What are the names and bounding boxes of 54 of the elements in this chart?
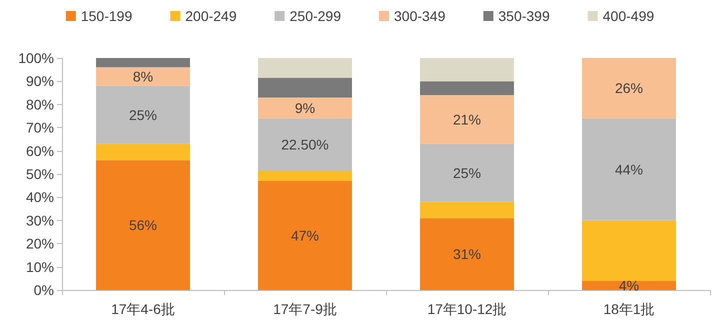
- y-tick-label: 10%: [26, 258, 54, 275]
- bar: [258, 118, 352, 171]
- data-label: 25%: [128, 106, 158, 123]
- bar: [420, 144, 514, 202]
- legend-label: 400-499: [602, 8, 654, 24]
- bar: [96, 144, 190, 160]
- y-tick-label: 90%: [26, 73, 54, 90]
- bar: [96, 67, 190, 86]
- bar: [96, 160, 190, 290]
- data-label: 9%: [294, 100, 316, 116]
- legend-label: 150-199: [80, 8, 132, 24]
- y-tick-label: 60%: [26, 142, 54, 159]
- bar: [420, 58, 514, 82]
- bar: [582, 220, 676, 281]
- bar: [258, 78, 352, 98]
- legend-label: 200-249: [185, 8, 237, 24]
- y-tick-label: 20%: [26, 236, 54, 252]
- bar: [258, 170, 352, 181]
- y-tick-label: 100%: [18, 50, 54, 66]
- data-label: 22.50%: [281, 136, 329, 152]
- data-label: 56%: [128, 217, 158, 234]
- data-label: 26%: [614, 80, 644, 96]
- bar: [582, 280, 676, 290]
- bar: [258, 180, 352, 290]
- data-label: 47%: [290, 227, 320, 244]
- data-label: 31%: [452, 246, 482, 262]
- data-label: 21%: [452, 111, 482, 128]
- y-tick-label: 0%: [34, 282, 54, 298]
- legend-label: 300-349: [394, 8, 446, 24]
- bar: [420, 202, 514, 218]
- x-tick-label: 18年1批: [603, 301, 655, 317]
- x-tick-label: 17年7-9批: [273, 301, 337, 317]
- bar: [258, 58, 352, 78]
- y-tick-label: 30%: [26, 212, 54, 228]
- x-tick-label: 17年4-6批: [111, 301, 175, 317]
- bar: [582, 58, 676, 118]
- legend-label: 350-399: [498, 8, 550, 24]
- y-tick-label: 40%: [26, 189, 54, 206]
- data-label: 44%: [614, 161, 644, 178]
- data-label: 8%: [132, 68, 154, 85]
- bar: [420, 81, 514, 96]
- data-label: 25%: [452, 164, 482, 181]
- bar: [420, 218, 514, 290]
- y-tick-label: 50%: [26, 166, 54, 182]
- bar: [96, 58, 190, 68]
- bar: [258, 97, 352, 118]
- bar: [582, 118, 676, 220]
- legend-label: 250-299: [290, 8, 342, 24]
- x-tick-label: 17年10-12批: [427, 301, 507, 317]
- bar: [96, 86, 190, 144]
- data-label: 4%: [618, 277, 640, 294]
- y-tick-label: 80%: [26, 96, 54, 112]
- y-tick-label: 70%: [26, 120, 54, 136]
- bar: [420, 95, 514, 144]
